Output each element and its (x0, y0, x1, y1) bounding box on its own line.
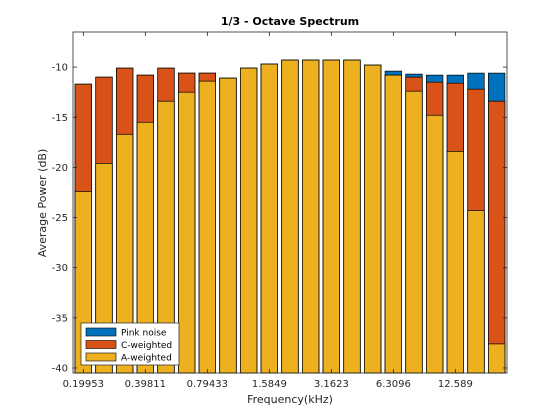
legend-label: A-weighted (121, 354, 172, 364)
bar-a-weighted-13 (343, 59, 361, 374)
bar-a-weighted-19 (467, 210, 485, 374)
bar-a-weighted-9 (260, 63, 278, 374)
bar-a-weighted-14 (364, 64, 382, 374)
bar-a-weighted-20 (488, 343, 506, 374)
y-tick-label: -15 (52, 113, 68, 124)
bar-a-weighted-7 (219, 77, 237, 374)
x-axis-label: Frequency(kHz) (247, 393, 333, 406)
bar-a-weighted-12 (322, 59, 340, 374)
bar-a-weighted-17 (426, 114, 444, 374)
bar-c-weighted-20 (488, 100, 506, 374)
chart-title: 1/3 - Octave Spectrum (221, 15, 359, 28)
bar-a-weighted-6 (198, 80, 216, 374)
legend-swatch (85, 340, 117, 349)
legend: Pink noise C-weighted A-weighted (80, 322, 180, 366)
axes-box (72, 31, 508, 374)
legend-swatch (85, 352, 117, 362)
bar-a-weighted-5 (178, 91, 196, 374)
axes-layer (72, 31, 508, 374)
y-tick-label: -10 (52, 63, 68, 74)
y-tick-label: -35 (52, 313, 68, 324)
y-tick-label: -20 (52, 163, 68, 174)
x-tick-label: 0.79433 (187, 379, 228, 390)
bar-a-weighted-10 (281, 59, 299, 374)
x-tick-label: 6.3096 (376, 379, 411, 390)
bar-a-weighted-11 (302, 59, 320, 374)
x-tick-label: 0.39811 (125, 379, 166, 390)
bar-a-weighted-8 (240, 67, 258, 374)
x-tick-label: 12.589 (438, 379, 473, 390)
y-tick-label: -40 (52, 363, 68, 374)
x-tick-label: 0.19953 (63, 379, 104, 390)
legend-label: Pink noise (121, 329, 167, 339)
legend-label: C-weighted (121, 341, 172, 351)
legend-swatch (85, 327, 117, 337)
bar-a-weighted-15 (384, 74, 402, 374)
y-tick-label: -30 (52, 263, 68, 274)
y-axis-label: Average Power (dB) (36, 149, 49, 258)
ticks-layer: -40 -35 -30 -25 -20 -15 -10 0.19953 0.39811 0.794… (52, 32, 507, 390)
y-tick-label: -25 (52, 213, 68, 224)
x-tick-label: 3.1623 (314, 379, 349, 390)
x-tick-label: 1.5849 (252, 379, 287, 390)
bar-a-weighted-18 (446, 151, 464, 374)
bar-a-weighted-16 (405, 90, 423, 374)
